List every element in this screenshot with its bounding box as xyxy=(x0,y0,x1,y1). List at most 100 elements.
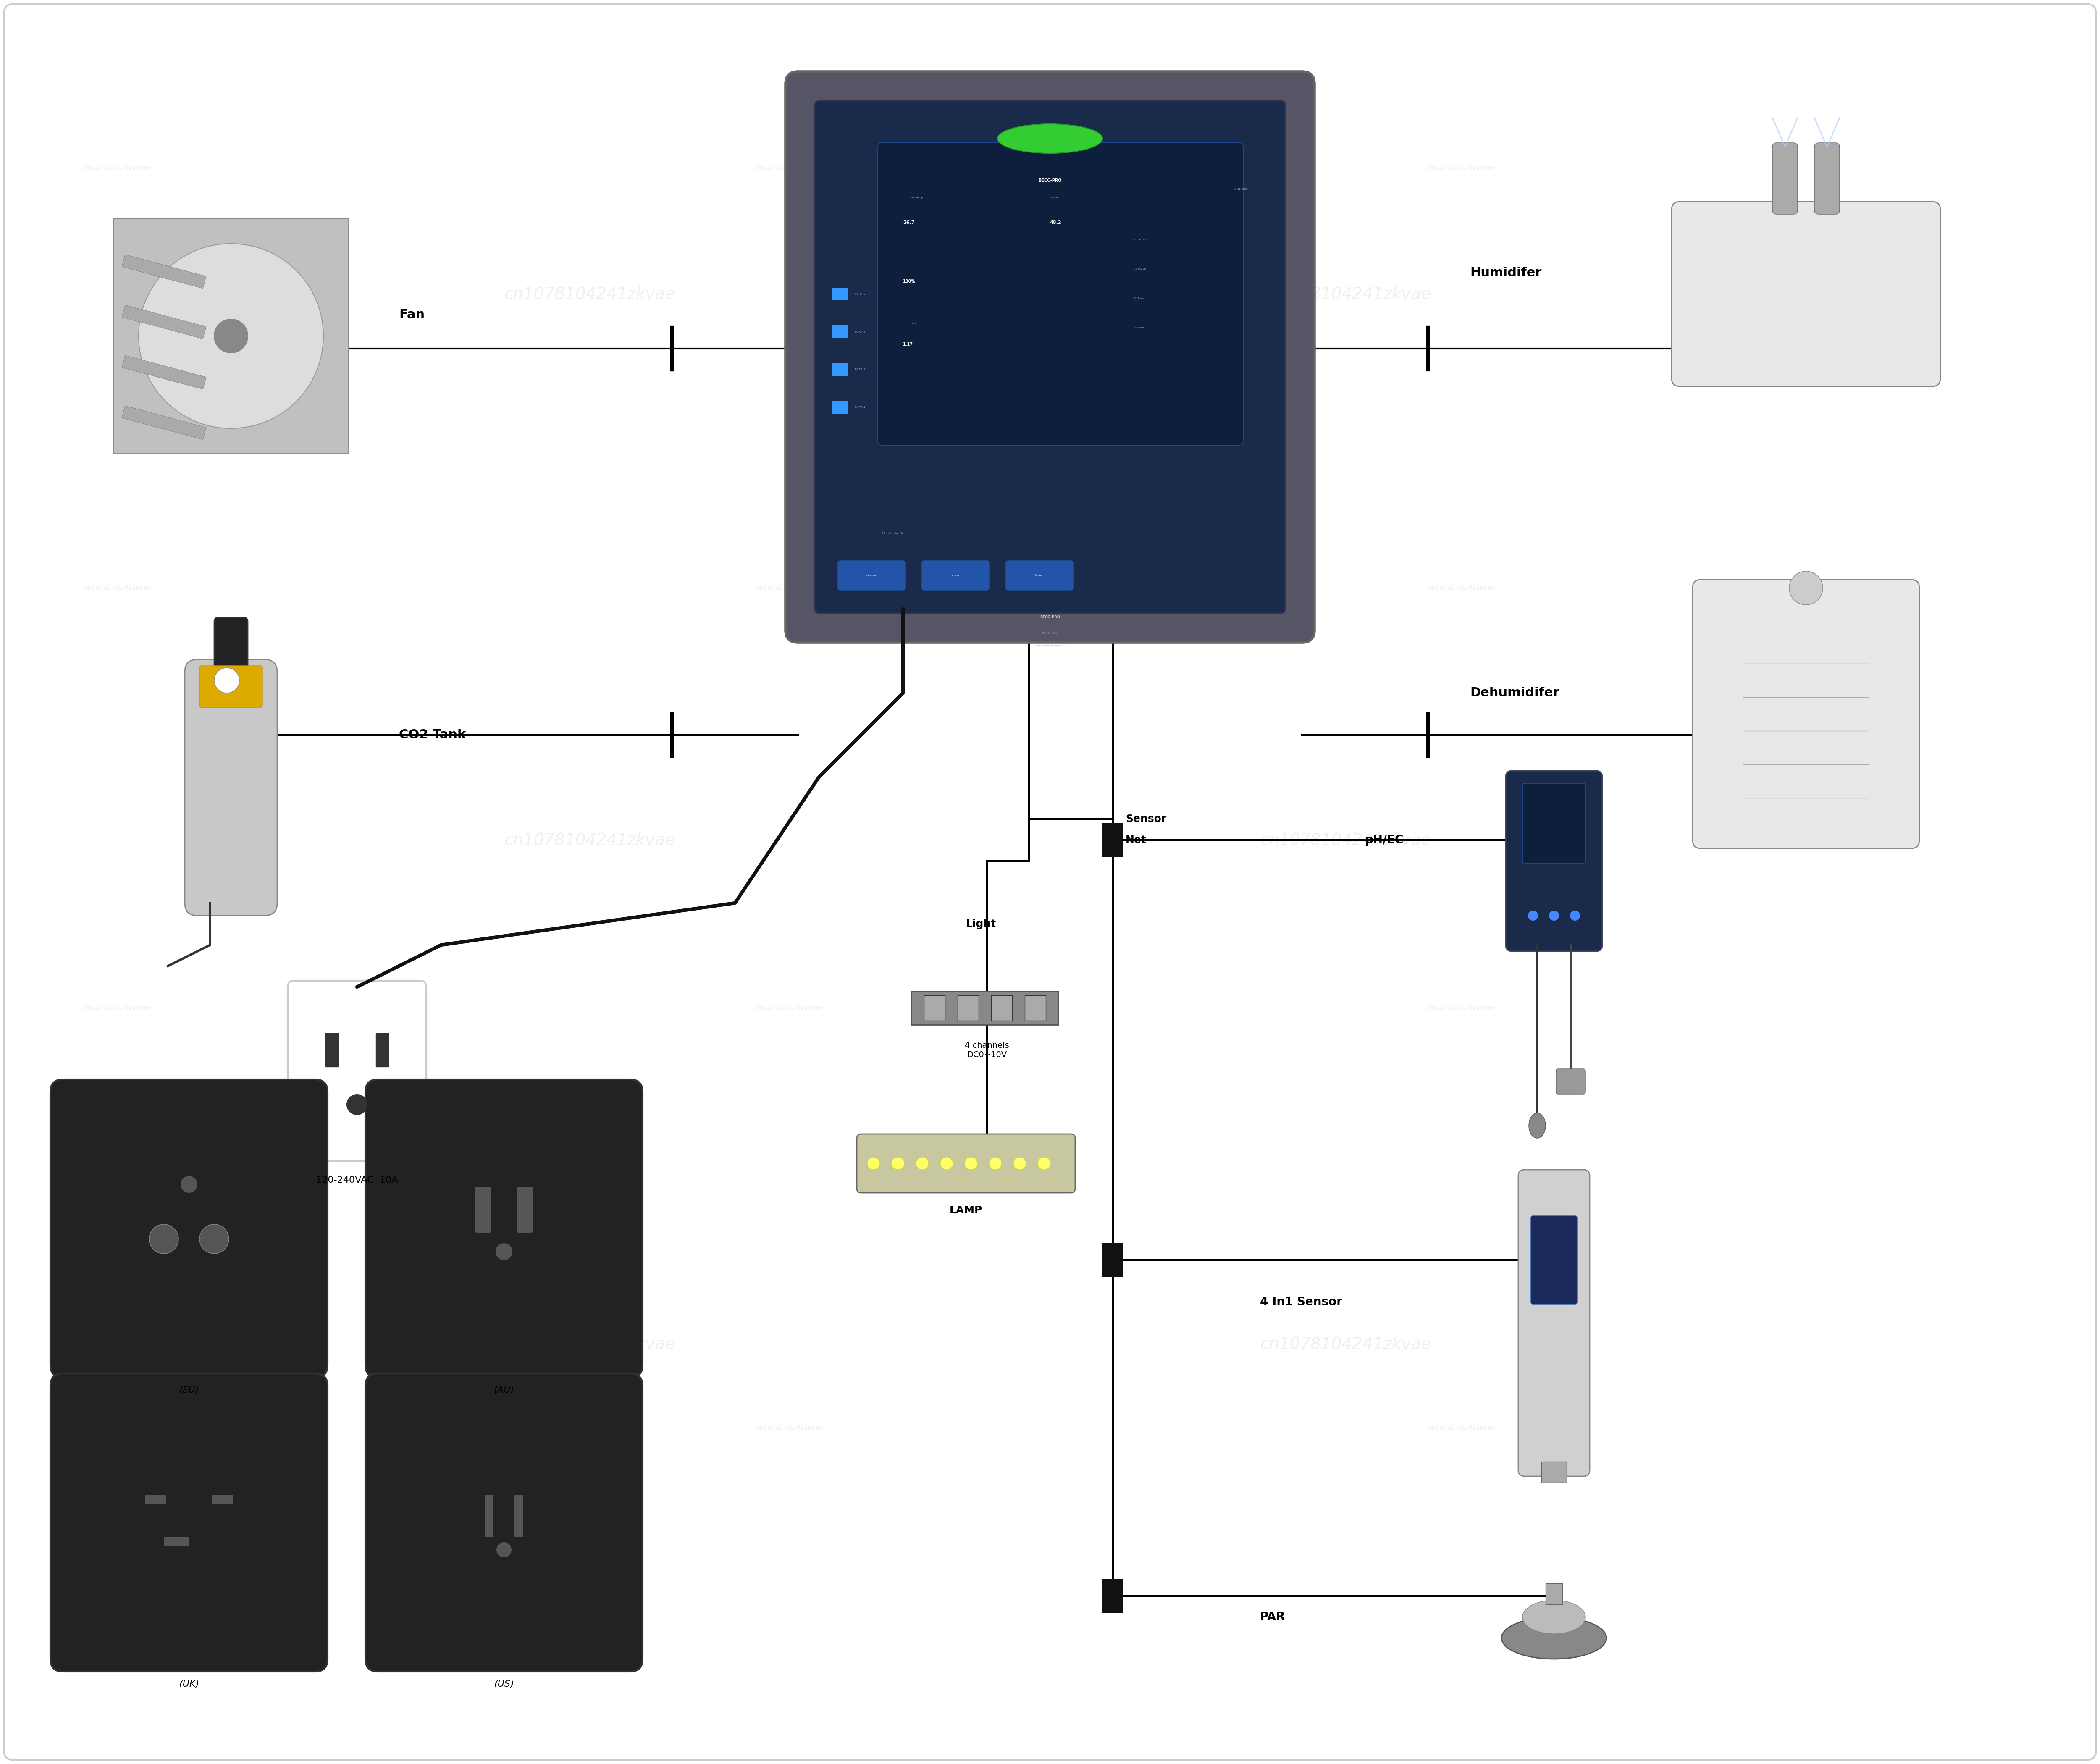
Text: cn1078104241zkvae: cn1078104241zkvae xyxy=(1428,164,1495,171)
Circle shape xyxy=(214,319,248,353)
Text: (AU): (AU) xyxy=(494,1387,514,1394)
Text: 120-240VAC  10A: 120-240VAC 10A xyxy=(315,1177,399,1184)
Bar xyxy=(113,219,349,453)
FancyBboxPatch shape xyxy=(1522,783,1586,863)
Text: System: System xyxy=(1035,575,1044,577)
Text: cn1078104241zkvae: cn1078104241zkvae xyxy=(756,164,823,171)
Circle shape xyxy=(892,1157,905,1170)
FancyBboxPatch shape xyxy=(1518,1170,1590,1476)
FancyBboxPatch shape xyxy=(922,561,989,591)
Text: cn1078104241zkvae: cn1078104241zkvae xyxy=(84,1005,151,1011)
Bar xyxy=(122,305,206,339)
Text: cn1078104241zkvae: cn1078104241zkvae xyxy=(1260,286,1430,302)
Circle shape xyxy=(1550,910,1558,921)
FancyBboxPatch shape xyxy=(857,1134,1075,1192)
Ellipse shape xyxy=(1529,1113,1546,1138)
Bar xyxy=(1102,1579,1124,1612)
Text: C1: CO2 Up: C1: CO2 Up xyxy=(1134,268,1147,270)
Circle shape xyxy=(1571,910,1579,921)
Text: (UK): (UK) xyxy=(179,1679,200,1688)
Text: pH/EC: pH/EC xyxy=(1365,834,1403,847)
Bar xyxy=(485,1496,493,1536)
Bar xyxy=(832,400,848,415)
Bar xyxy=(1546,1584,1562,1605)
FancyBboxPatch shape xyxy=(1814,143,1840,213)
Text: BECC-PRO: BECC-PRO xyxy=(1040,616,1060,619)
Circle shape xyxy=(149,1224,178,1254)
Text: PORT 1: PORT 1 xyxy=(855,293,865,295)
Text: Power: Power xyxy=(951,575,960,577)
Circle shape xyxy=(1014,1157,1027,1170)
Circle shape xyxy=(214,669,239,693)
Text: (EU): (EU) xyxy=(179,1387,200,1394)
Text: Multi-Function: Multi-Function xyxy=(1042,632,1058,635)
Ellipse shape xyxy=(998,123,1102,153)
FancyBboxPatch shape xyxy=(1772,143,1798,213)
Circle shape xyxy=(867,1157,880,1170)
Bar xyxy=(376,1034,388,1067)
Text: Fan: Fan xyxy=(399,309,424,321)
FancyBboxPatch shape xyxy=(1506,771,1602,951)
Text: 4 channels
DC0~10V: 4 channels DC0~10V xyxy=(964,1041,1010,1058)
FancyBboxPatch shape xyxy=(838,561,905,591)
FancyBboxPatch shape xyxy=(4,4,2096,1760)
Circle shape xyxy=(1529,910,1537,921)
Bar xyxy=(832,363,848,376)
FancyBboxPatch shape xyxy=(785,71,1315,642)
Bar xyxy=(832,288,848,300)
FancyBboxPatch shape xyxy=(365,1080,643,1378)
Circle shape xyxy=(1037,1157,1050,1170)
Bar xyxy=(1541,1462,1567,1482)
Text: 100%: 100% xyxy=(903,279,916,284)
Bar xyxy=(1102,1244,1124,1277)
Bar xyxy=(514,1496,523,1536)
Text: CO2 Tank: CO2 Tank xyxy=(399,729,466,741)
FancyBboxPatch shape xyxy=(878,143,1243,445)
Text: LAMP: LAMP xyxy=(949,1205,983,1215)
Bar xyxy=(1102,824,1124,857)
Circle shape xyxy=(989,1157,1002,1170)
Circle shape xyxy=(200,1224,229,1254)
FancyBboxPatch shape xyxy=(1693,580,1919,848)
Text: PORT 4: PORT 4 xyxy=(855,406,865,409)
Circle shape xyxy=(916,1157,928,1170)
Text: cn1078104241zkvae: cn1078104241zkvae xyxy=(84,586,151,591)
Bar xyxy=(991,995,1012,1021)
Text: VPD: VPD xyxy=(911,323,916,325)
Text: cn1078104241zkvae: cn1078104241zkvae xyxy=(1428,1005,1495,1011)
Bar xyxy=(1025,995,1046,1021)
Bar xyxy=(145,1496,166,1503)
Text: Humidifer: Humidifer xyxy=(1470,266,1541,279)
FancyBboxPatch shape xyxy=(214,617,248,676)
Circle shape xyxy=(496,1244,512,1259)
Text: Dehumidifer: Dehumidifer xyxy=(1470,686,1558,699)
Bar xyxy=(924,995,945,1021)
Text: cn1078104241zkvae: cn1078104241zkvae xyxy=(1260,1335,1430,1351)
Text: cn1078104241zkvae: cn1078104241zkvae xyxy=(504,1335,674,1351)
Text: PORT 3: PORT 3 xyxy=(855,369,865,370)
Circle shape xyxy=(346,1094,367,1115)
Ellipse shape xyxy=(1522,1600,1586,1633)
Text: 26.7: 26.7 xyxy=(903,220,916,224)
FancyBboxPatch shape xyxy=(288,981,426,1161)
Text: cn1078104241zkvae: cn1078104241zkvae xyxy=(84,1425,151,1431)
Bar xyxy=(832,326,848,339)
FancyBboxPatch shape xyxy=(50,1080,328,1378)
Bar xyxy=(911,991,1058,1025)
Text: cn1078104241zkvae: cn1078104241zkvae xyxy=(756,1425,823,1431)
Text: P2: Timer: P2: Timer xyxy=(1134,296,1144,300)
Text: 11-12-2023: 11-12-2023 xyxy=(1235,189,1247,191)
Text: 1.17: 1.17 xyxy=(903,342,914,346)
Bar xyxy=(122,254,206,289)
FancyBboxPatch shape xyxy=(1531,1215,1577,1304)
Text: Environmental Controller: Environmental Controller xyxy=(1035,644,1065,647)
Bar xyxy=(164,1536,189,1545)
FancyBboxPatch shape xyxy=(1672,201,1940,386)
Text: cn1078104241zkvae: cn1078104241zkvae xyxy=(756,1005,823,1011)
FancyBboxPatch shape xyxy=(365,1374,643,1672)
Text: cn1078104241zkvae: cn1078104241zkvae xyxy=(504,286,674,302)
Bar xyxy=(122,406,206,439)
Text: Humid: Humid xyxy=(1050,196,1058,199)
Text: P1: Dehumi: P1: Dehumi xyxy=(1134,238,1147,240)
Text: Cleaner: Cleaner xyxy=(867,575,876,577)
